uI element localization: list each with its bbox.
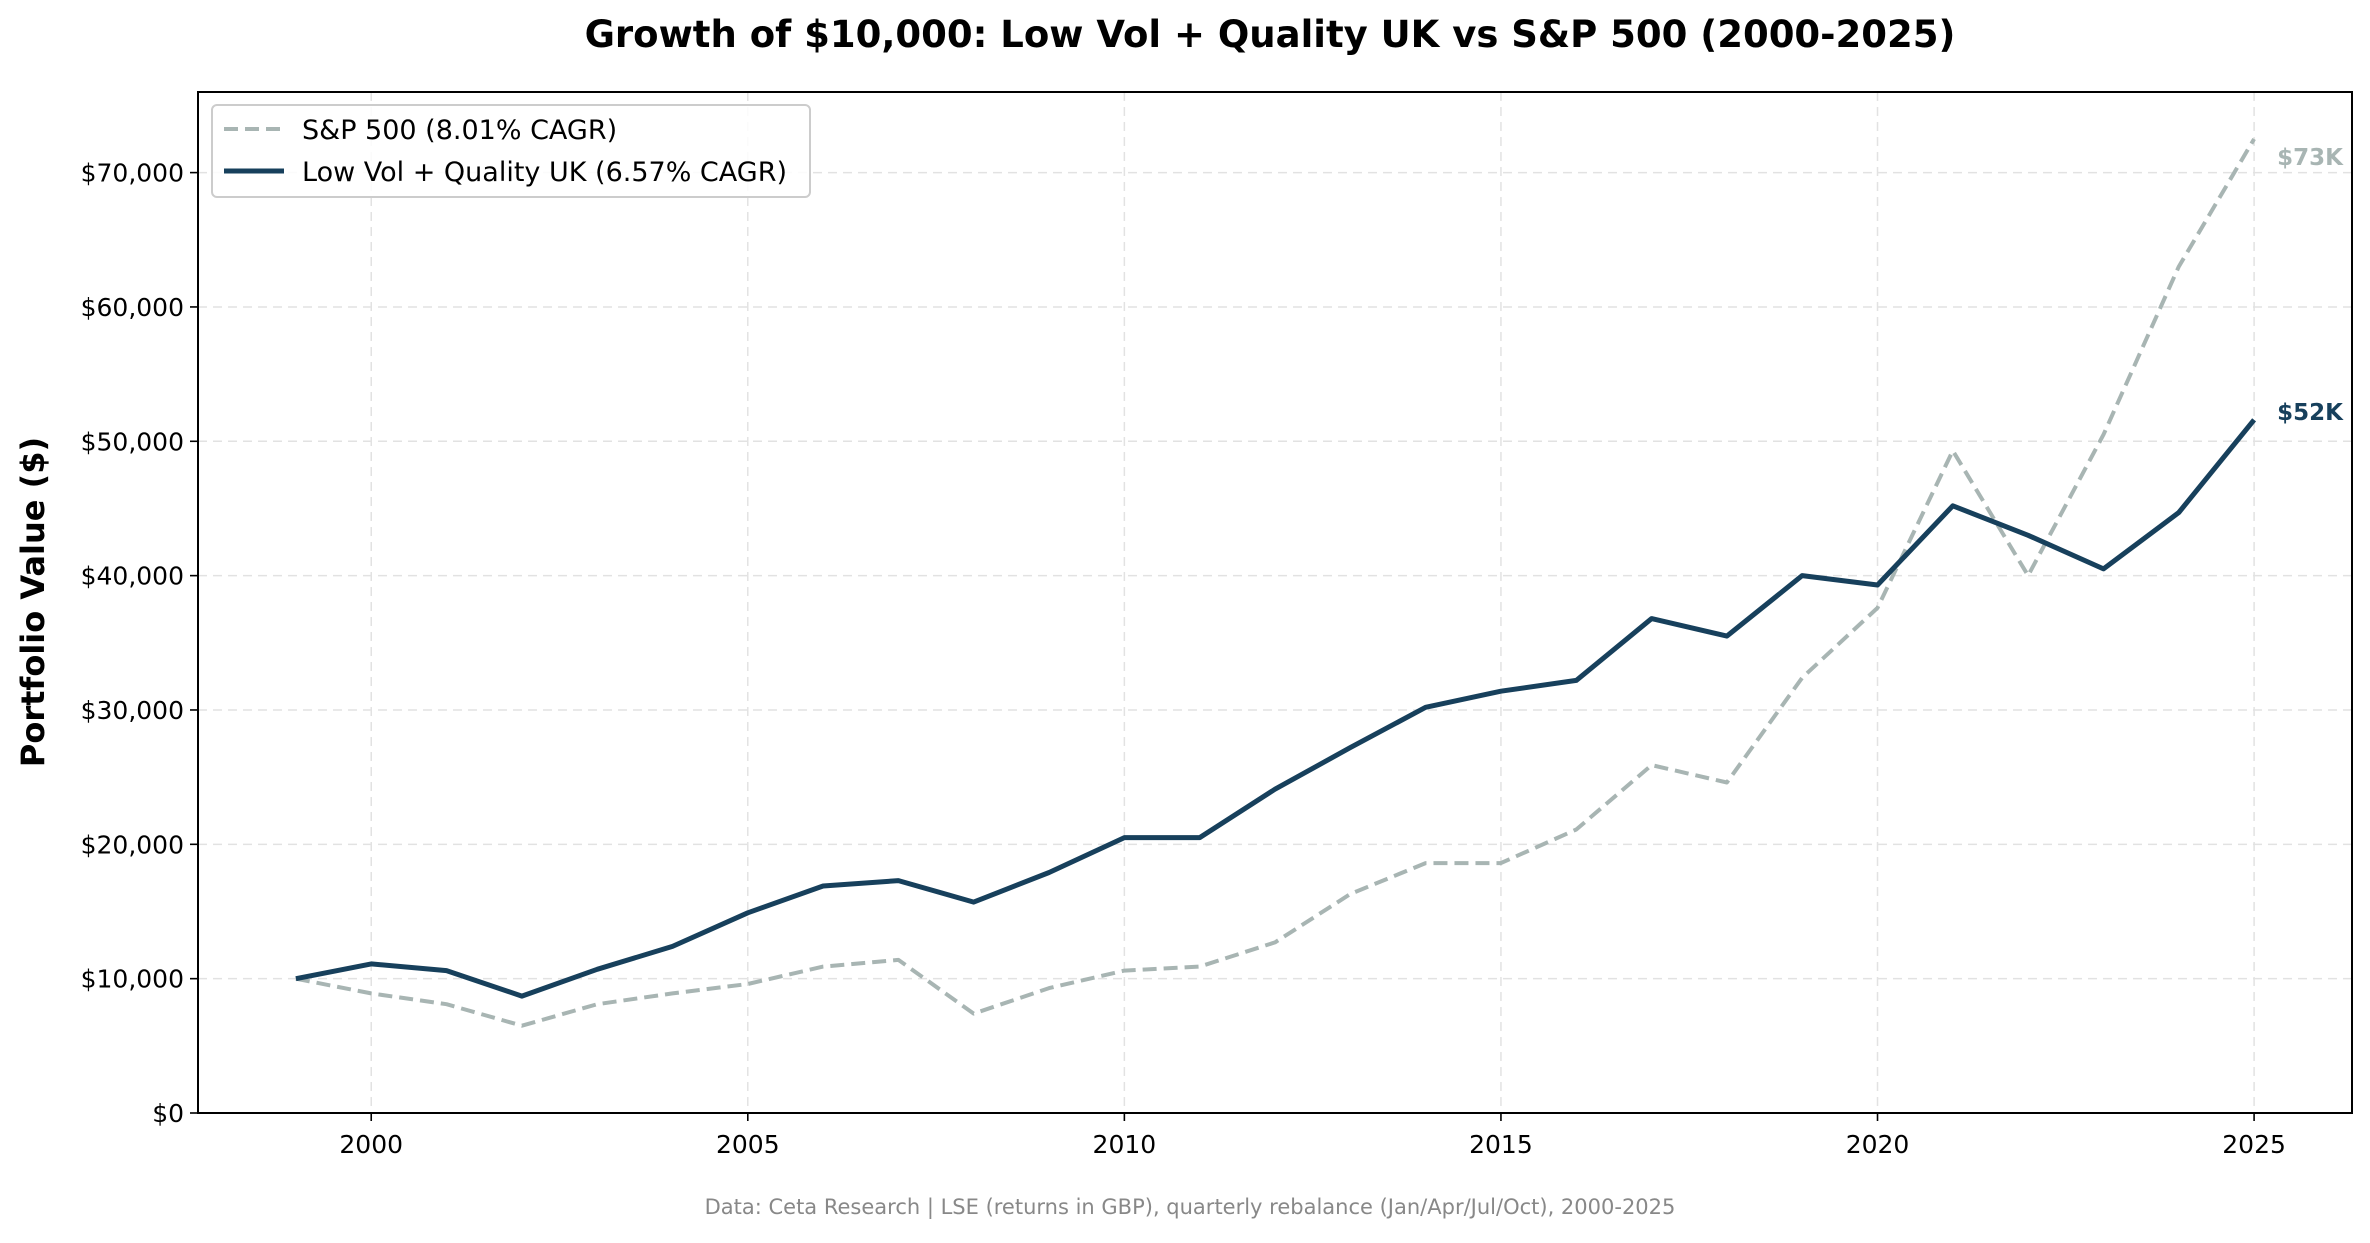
y-tick-label: $70,000 [81,159,184,188]
x-tick-label: 2000 [339,1130,403,1159]
end-labels: $73K $52K [2277,145,2344,426]
source-note: Data: Ceta Research | LSE (returns in GB… [705,1195,1676,1220]
y-tick-label: $60,000 [81,293,184,322]
axis-ticks: 2000 2005 2010 2015 2020 2025 $0 $10,000 $20,000… [81,159,2286,1159]
end-label-lowvol-quality-uk: $52K [2277,400,2344,426]
y-tick-label: $30,000 [81,696,184,725]
y-tick-label: $0 [152,1099,184,1128]
y-tick-label: $50,000 [81,427,184,456]
series-line-lowvol-quality-uk [295,418,2257,999]
end-label-sp500: $73K [2277,145,2344,171]
x-tick-label: 2005 [716,1130,780,1159]
x-tick-label: 2015 [1469,1130,1533,1159]
x-tick-label: 2025 [2222,1130,2286,1159]
grid [198,92,2352,1113]
legend-label-sp500: S&P 500 (8.01% CAGR) [302,115,617,146]
x-tick-label: 2010 [1093,1130,1157,1159]
series-lines [295,137,2257,1028]
y-axis-label: Portfolio Value ($) [14,437,52,767]
x-tick-label: 2020 [1846,1130,1910,1159]
y-tick-label: $40,000 [81,562,184,591]
series-line-sp500 [295,137,2256,1028]
legend-box [211,104,811,198]
plot-frame [197,91,2353,1114]
y-tick-label: $20,000 [81,830,184,859]
chart-title: Growth of $10,000: Low Vol + Quality UK … [585,13,1956,56]
legend: S&P 500 (8.01% CAGR) Low Vol + Quality U… [211,104,811,198]
legend-label-lowvol: Low Vol + Quality UK (6.57% CAGR) [302,157,787,188]
y-tick-label: $10,000 [81,965,184,994]
